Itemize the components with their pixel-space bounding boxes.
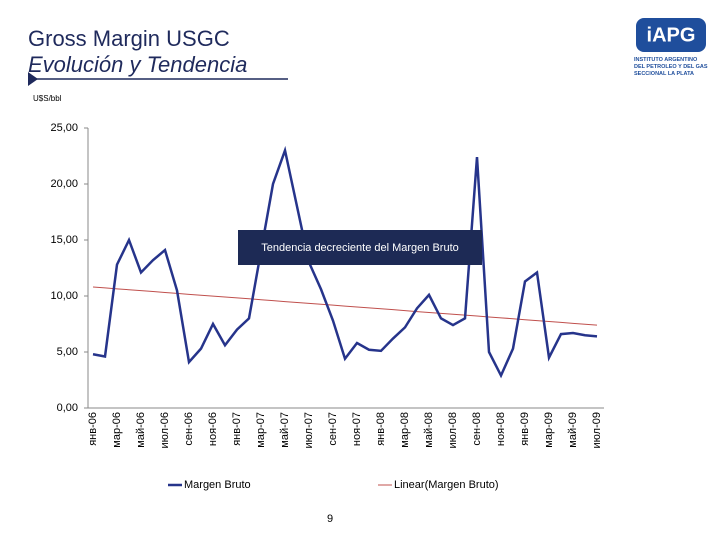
y-axis-label: U$S/bbl <box>33 94 62 103</box>
x-tick-label: ноя-06 <box>207 412 219 446</box>
annotation: Tendencia decreciente del Margen Bruto <box>238 230 482 265</box>
x-tick-label: янв-07 <box>231 412 243 446</box>
x-tick-label: мар-08 <box>399 412 411 448</box>
series-line <box>92 145 598 379</box>
x-tick-label: янв-06 <box>87 412 99 446</box>
logo-mark: iAPG <box>647 24 696 46</box>
slide-subtitle: Evolución y Tendencia <box>28 52 248 77</box>
x-tick-label: янв-08 <box>375 412 387 446</box>
y-tick-label: 0,00 <box>57 402 78 414</box>
x-tick-label: янв-09 <box>519 412 531 446</box>
page-number: 9 <box>327 513 333 525</box>
logo-caption: SECCIONAL LA PLATA <box>634 71 694 77</box>
legend-label: Margen Bruto <box>184 479 251 491</box>
logo-caption: DEL PETROLEO Y DEL GAS <box>634 64 708 70</box>
x-tick-label: май-07 <box>279 412 291 448</box>
x-tick-label: май-09 <box>567 412 579 448</box>
x-tick-label: мар-09 <box>543 412 555 448</box>
title-bullet <box>28 72 38 86</box>
slide-title: Gross Margin USGC <box>28 26 230 51</box>
y-tick-label: 25,00 <box>50 122 78 134</box>
x-tick-label: мар-06 <box>111 412 123 448</box>
x-tick-label: мар-07 <box>255 412 267 448</box>
x-tick-label: ноя-07 <box>351 412 363 446</box>
x-tick-label: ноя-08 <box>495 412 507 446</box>
x-tick-label: июл-06 <box>159 412 171 448</box>
x-tick-label: сен-06 <box>183 412 195 446</box>
x-tick-label: май-06 <box>135 412 147 448</box>
x-tick-label: май-08 <box>423 412 435 448</box>
logo-caption: INSTITUTO ARGENTINO <box>634 57 698 63</box>
x-tick-label: июл-09 <box>591 412 603 448</box>
y-tick-label: 15,00 <box>50 234 78 246</box>
x-tick-label: сен-08 <box>471 412 483 446</box>
logo-badge <box>636 18 706 52</box>
y-tick-label: 5,00 <box>57 346 78 358</box>
legend-label: Linear(Margen Bruto) <box>394 479 499 491</box>
x-tick-label: июл-08 <box>447 412 459 448</box>
x-tick-label: июл-07 <box>303 412 315 448</box>
y-tick-label: 20,00 <box>50 178 78 190</box>
y-tick-label: 10,00 <box>50 290 78 302</box>
x-tick-label: сен-07 <box>327 412 339 446</box>
